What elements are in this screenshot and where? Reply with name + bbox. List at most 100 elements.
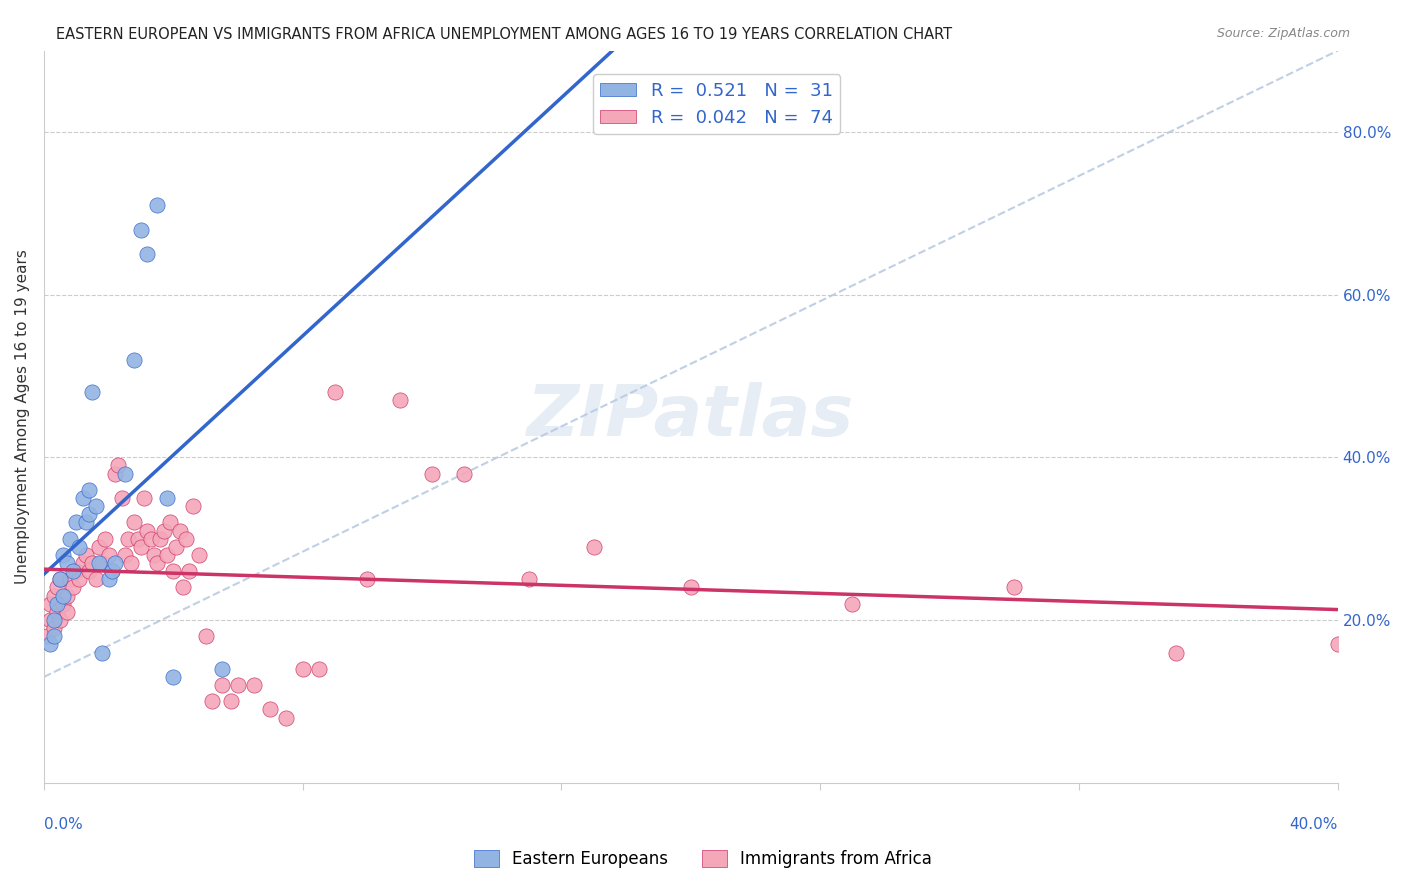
Point <box>114 548 136 562</box>
Point <box>42 629 65 643</box>
Point <box>114 467 136 481</box>
Text: 40.0%: 40.0% <box>1289 817 1337 832</box>
Point <box>166 540 188 554</box>
Text: Source: ZipAtlas.com: Source: ZipAtlas.com <box>1216 27 1350 40</box>
Point <box>181 499 204 513</box>
Point <box>211 678 233 692</box>
Text: 0.0%: 0.0% <box>44 817 83 832</box>
Point <box>259 702 281 716</box>
Legend: Eastern Europeans, Immigrants from Africa: Eastern Europeans, Immigrants from Afric… <box>467 843 939 875</box>
Point <box>142 548 165 562</box>
Legend: R =  0.521   N =  31, R =  0.042   N =  74: R = 0.521 N = 31, R = 0.042 N = 74 <box>593 74 841 134</box>
Point <box>388 393 411 408</box>
Point <box>37 629 59 643</box>
Point <box>69 572 91 586</box>
Point <box>1326 637 1348 651</box>
Text: ZIPatlas: ZIPatlas <box>527 382 855 451</box>
Point <box>517 572 540 586</box>
Point <box>243 678 266 692</box>
Point <box>59 572 82 586</box>
Point <box>129 540 152 554</box>
Point <box>127 532 149 546</box>
Point <box>201 694 224 708</box>
Point <box>84 572 107 586</box>
Point <box>45 597 67 611</box>
Point <box>101 564 124 578</box>
Point <box>39 613 62 627</box>
Point <box>52 548 75 562</box>
Point <box>49 613 72 627</box>
Point <box>221 694 243 708</box>
Point <box>194 629 217 643</box>
Point <box>211 662 233 676</box>
Point <box>291 662 314 676</box>
Point <box>91 646 114 660</box>
Point <box>62 581 84 595</box>
Point <box>39 597 62 611</box>
Point <box>420 467 443 481</box>
Point <box>356 572 378 586</box>
Point <box>39 637 62 651</box>
Point <box>276 710 298 724</box>
Point <box>77 564 100 578</box>
Point <box>49 572 72 586</box>
Point <box>117 532 139 546</box>
Point <box>101 564 124 578</box>
Point <box>84 499 107 513</box>
Point <box>129 222 152 236</box>
Point <box>55 605 77 619</box>
Point <box>188 548 211 562</box>
Point <box>1164 646 1187 660</box>
Point <box>679 581 702 595</box>
Point <box>841 597 863 611</box>
Point <box>104 467 127 481</box>
Point <box>146 556 169 570</box>
Point <box>94 532 117 546</box>
Point <box>42 621 65 635</box>
Point <box>72 556 94 570</box>
Point <box>97 572 120 586</box>
Point <box>146 198 169 212</box>
Point <box>139 532 162 546</box>
Point <box>104 556 127 570</box>
Point <box>49 572 72 586</box>
Point <box>82 556 104 570</box>
Point <box>55 589 77 603</box>
Point <box>120 556 142 570</box>
Point <box>75 548 97 562</box>
Point <box>136 524 159 538</box>
Point <box>159 516 181 530</box>
Point <box>52 589 75 603</box>
Point <box>69 540 91 554</box>
Point <box>91 556 114 570</box>
Point <box>179 564 201 578</box>
Point <box>62 564 84 578</box>
Point <box>97 548 120 562</box>
Y-axis label: Unemployment Among Ages 16 to 19 years: Unemployment Among Ages 16 to 19 years <box>15 249 30 584</box>
Point <box>582 540 605 554</box>
Point <box>174 532 197 546</box>
Point <box>162 670 184 684</box>
Point <box>87 556 110 570</box>
Point <box>55 556 77 570</box>
Point <box>45 605 67 619</box>
Point <box>162 564 184 578</box>
Point <box>77 483 100 497</box>
Point <box>42 589 65 603</box>
Point <box>149 532 172 546</box>
Point <box>136 247 159 261</box>
Point <box>169 524 191 538</box>
Point <box>156 491 179 505</box>
Point <box>124 352 146 367</box>
Point <box>323 385 346 400</box>
Point <box>82 385 104 400</box>
Point <box>156 548 179 562</box>
Point <box>52 597 75 611</box>
Point <box>72 491 94 505</box>
Point <box>1002 581 1025 595</box>
Point <box>75 516 97 530</box>
Point <box>172 581 194 595</box>
Point <box>110 491 132 505</box>
Point <box>42 613 65 627</box>
Text: EASTERN EUROPEAN VS IMMIGRANTS FROM AFRICA UNEMPLOYMENT AMONG AGES 16 TO 19 YEAR: EASTERN EUROPEAN VS IMMIGRANTS FROM AFRI… <box>56 27 952 42</box>
